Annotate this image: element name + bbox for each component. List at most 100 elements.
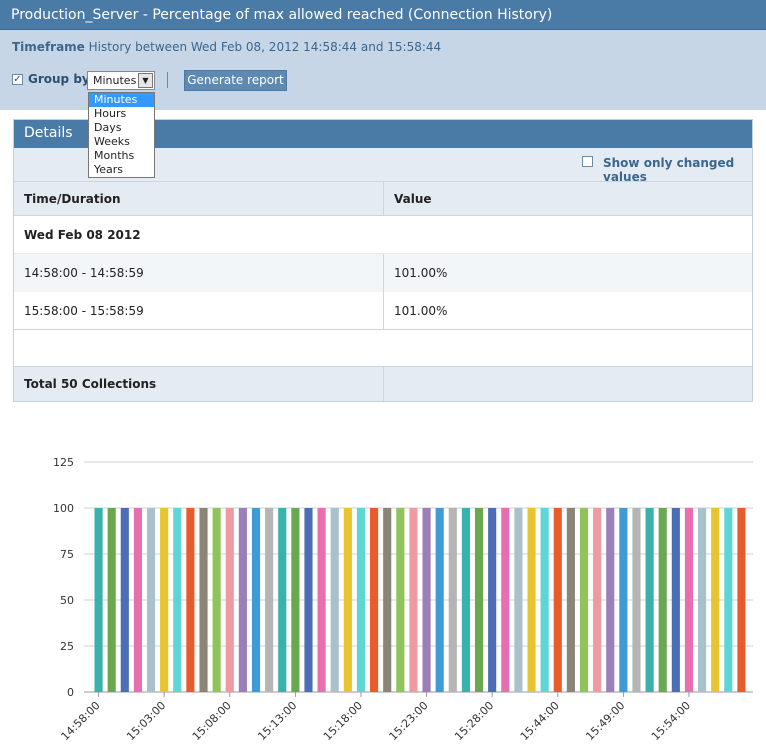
x-tick-label: 15:08:00 — [190, 699, 234, 743]
table-row: 15:58:00 - 15:58:59 101.00% — [14, 292, 752, 330]
date-group-row: Wed Feb 08 2012 — [14, 216, 752, 254]
total-label: Total 50 Collections — [24, 377, 157, 391]
table-row: 14:58:00 - 14:58:59 101.00% — [14, 254, 752, 292]
bar — [120, 508, 129, 692]
timeframe-label: Timeframe — [12, 40, 85, 54]
bar — [356, 508, 366, 692]
bar — [422, 508, 431, 692]
bar — [304, 508, 313, 692]
bar — [317, 508, 326, 692]
generate-report-button[interactable]: Generate report — [184, 70, 287, 91]
date-group-label: Wed Feb 08 2012 — [24, 228, 141, 242]
bar — [645, 508, 654, 692]
toolbar-separator — [167, 72, 168, 88]
bar — [238, 508, 247, 692]
x-tick-label: 15:49:00 — [583, 699, 627, 743]
timeframe: Timeframe History between Wed Feb 08, 20… — [12, 40, 441, 54]
option-years[interactable]: Years — [94, 163, 124, 176]
bar — [435, 508, 444, 692]
group-by-selected: Minutes — [93, 74, 137, 87]
x-tick-label: 15:18:00 — [321, 699, 365, 743]
bar — [540, 508, 549, 692]
row-time: 14:58:00 - 14:58:59 — [24, 266, 144, 280]
bar — [278, 508, 287, 692]
bar — [619, 508, 628, 692]
bar — [606, 508, 615, 692]
bar — [737, 508, 746, 692]
show-changed-label[interactable]: Show only changed values — [603, 156, 735, 184]
bar — [396, 508, 405, 692]
y-tick-label: 0 — [67, 686, 74, 699]
bar — [330, 508, 339, 692]
x-tick-label: 15:13:00 — [255, 699, 299, 743]
chevron-down-icon[interactable]: ▼ — [138, 73, 153, 88]
x-tick-label: 15:03:00 — [124, 699, 168, 743]
column-divider — [383, 367, 384, 401]
bar — [658, 508, 667, 692]
bar — [461, 508, 470, 692]
bar — [711, 508, 720, 692]
bar — [698, 508, 707, 692]
column-header-time: Time/Duration — [24, 192, 121, 206]
row-time: 15:58:00 - 15:58:59 — [24, 304, 144, 318]
bar — [94, 508, 103, 692]
bar — [488, 508, 497, 692]
group-by-label: Group by — [28, 72, 90, 86]
column-divider — [383, 254, 384, 292]
x-tick-label: 14:58:00 — [59, 699, 103, 743]
column-header-value: Value — [394, 192, 432, 206]
bar — [671, 508, 680, 692]
bar — [370, 508, 379, 692]
x-tick-label: 15:54:00 — [649, 699, 693, 743]
x-tick-label: 15:44:00 — [518, 699, 562, 743]
bar — [199, 508, 208, 692]
bar — [448, 508, 457, 692]
bar — [265, 508, 274, 692]
bar — [186, 508, 195, 692]
bar — [160, 508, 169, 692]
bar — [225, 508, 234, 692]
group-by-select[interactable]: Minutes ▼ — [87, 71, 155, 90]
option-days[interactable]: Days — [94, 121, 122, 134]
bar — [684, 508, 694, 692]
option-minutes[interactable]: Minutes — [89, 93, 154, 107]
x-tick-label: 15:28:00 — [452, 699, 496, 743]
row-value: 101.00% — [394, 266, 448, 280]
option-months[interactable]: Months — [94, 149, 135, 162]
y-tick-label: 25 — [60, 640, 74, 653]
bar — [553, 508, 562, 692]
option-hours[interactable]: Hours — [94, 107, 127, 120]
window-title: Production_Server - Percentage of max al… — [0, 0, 766, 30]
bar — [173, 508, 182, 692]
bar — [514, 508, 523, 692]
y-tick-label: 50 — [60, 594, 74, 607]
group-by-dropdown: Minutes Hours Days Weeks Months Years — [88, 92, 155, 178]
y-tick-label: 100 — [53, 502, 74, 515]
bar — [501, 508, 510, 692]
option-weeks[interactable]: Weeks — [94, 135, 130, 148]
bar — [107, 508, 116, 692]
bar — [409, 508, 418, 692]
bar — [383, 508, 392, 692]
total-row: Total 50 Collections — [14, 366, 752, 401]
bar — [724, 508, 733, 692]
bar — [632, 508, 641, 692]
bar — [133, 508, 142, 692]
bar — [593, 508, 602, 692]
show-changed-checkbox[interactable] — [582, 156, 593, 167]
row-value: 101.00% — [394, 304, 448, 318]
bar — [251, 508, 261, 692]
bar — [566, 508, 575, 692]
bar — [146, 508, 156, 692]
group-by-checkbox[interactable]: ✓ — [12, 74, 23, 85]
timeframe-text: History between Wed Feb 08, 2012 14:58:4… — [88, 40, 442, 54]
bar — [343, 508, 352, 692]
table-header: Time/Duration Value — [14, 181, 752, 216]
y-tick-label: 125 — [53, 456, 74, 469]
bar — [474, 508, 484, 692]
bar — [579, 508, 589, 692]
y-tick-label: 75 — [60, 548, 74, 561]
bar — [527, 508, 536, 692]
bar — [212, 508, 221, 692]
column-divider — [383, 182, 384, 216]
